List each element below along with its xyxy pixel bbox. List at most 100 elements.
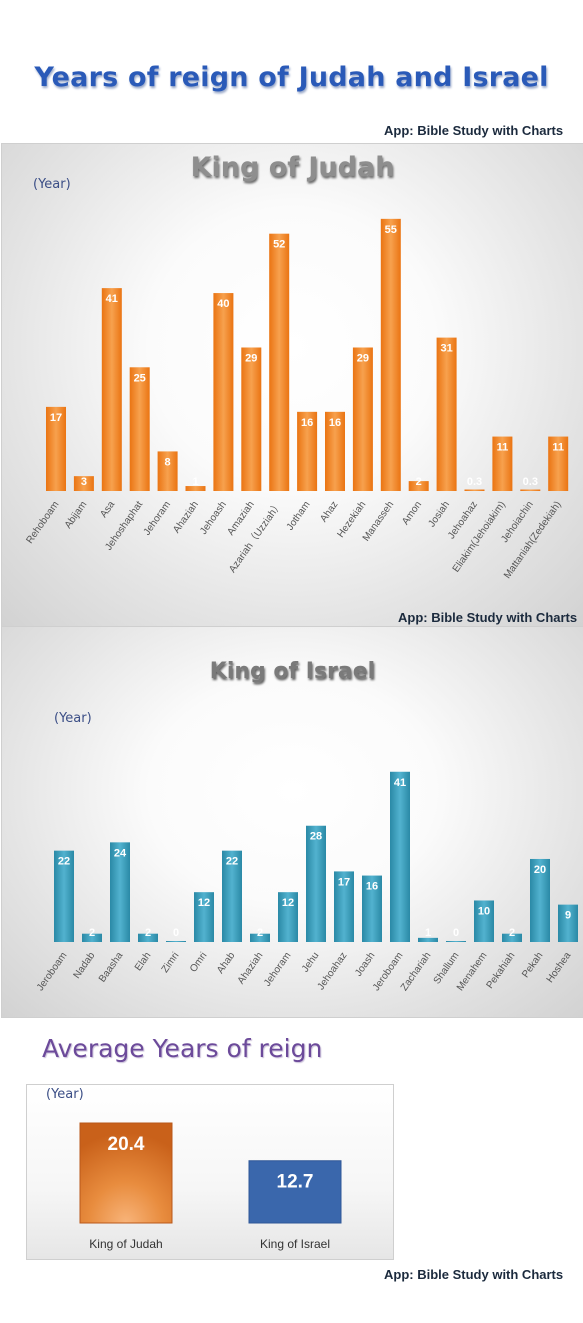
app-credit-top: App: Bible Study with Charts <box>384 123 564 138</box>
bar-11 <box>362 875 382 942</box>
category-tick-2: Baasha <box>97 950 126 984</box>
category-tick-0: Rehoboam <box>24 499 61 545</box>
bar-16 <box>492 436 513 491</box>
bar-3 <box>138 933 158 942</box>
data-label-12: 41 <box>394 777 406 789</box>
data-label-13: 1 <box>425 927 431 939</box>
data-label-1: 2 <box>89 927 95 939</box>
bar-17 <box>530 858 550 942</box>
category-tick-8: Jehoram <box>262 950 293 988</box>
data-label-11: 16 <box>366 881 378 893</box>
bar-13 <box>408 481 429 491</box>
data-label-13: 2 <box>416 476 422 488</box>
category-tick-5: Ahaziah <box>171 499 201 535</box>
data-label-17: 20 <box>534 864 546 876</box>
average-category-0: King of Judah <box>89 1237 162 1251</box>
bar-2 <box>101 288 122 491</box>
category-tick-7: Ahaziah <box>236 950 266 986</box>
average-data-label-1: 12.7 <box>277 1172 314 1193</box>
bar-18 <box>548 436 569 491</box>
bar-12 <box>390 771 410 942</box>
category-tick-18: Hoshea <box>545 950 574 985</box>
data-label-15: 0.3 <box>467 476 482 488</box>
app-credit-judah: App: Bible Study with Charts <box>398 610 578 625</box>
category-tick-9: Jotham <box>285 499 313 532</box>
category-tick-8: Azariah（Uzziah） <box>226 499 284 575</box>
data-label-10: 17 <box>338 876 350 888</box>
bar-0 <box>54 850 74 942</box>
data-label-14: 0 <box>453 927 459 939</box>
data-label-6: 40 <box>217 298 229 310</box>
category-tick-14: Josiah <box>426 499 452 529</box>
data-label-0: 22 <box>58 856 70 868</box>
category-tick-6: Ahab <box>215 950 238 976</box>
category-tick-17: Pekah <box>520 950 545 980</box>
category-tick-4: Zimri <box>160 950 182 975</box>
average-bar-0 <box>79 1122 173 1224</box>
app-credit-bottom: App: Bible Study with Charts <box>384 1267 564 1282</box>
bar-9 <box>306 825 326 942</box>
bar-6 <box>222 850 242 942</box>
judah-chart-title: King of Judah <box>190 152 395 183</box>
category-tick-5: Omri <box>188 950 209 974</box>
data-label-4: 8 <box>165 456 171 468</box>
bar-1 <box>73 476 94 491</box>
data-label-5: 12 <box>198 897 210 909</box>
israel-y-unit-label: (Year) <box>54 711 92 726</box>
bar-10 <box>325 411 345 491</box>
bar-14 <box>436 337 457 491</box>
category-tick-11: Joash <box>353 950 377 978</box>
average-category-1: King of Israel <box>260 1237 330 1251</box>
data-label-16: 2 <box>509 927 515 939</box>
category-tick-14: Shallum <box>432 950 462 986</box>
category-tick-2: Asa <box>98 499 117 520</box>
category-tick-9: Jehu <box>300 950 321 974</box>
data-label-3: 25 <box>134 372 146 384</box>
category-tick-13: Amon <box>400 499 424 527</box>
data-label-16: 11 <box>497 442 509 454</box>
category-tick-4: Jehoram <box>142 499 173 537</box>
data-label-4: 0 <box>173 927 179 939</box>
bar-16 <box>502 933 522 942</box>
bar-7 <box>250 933 270 942</box>
data-label-8: 12 <box>282 897 294 909</box>
bar-4 <box>166 941 186 942</box>
data-label-18: 11 <box>552 442 564 454</box>
bar-8 <box>269 233 290 492</box>
bar-15 <box>474 900 494 942</box>
bar-10 <box>334 871 354 942</box>
data-label-10: 16 <box>329 417 341 429</box>
bar-0 <box>46 406 66 491</box>
bar-6 <box>213 293 234 491</box>
data-label-2: 41 <box>106 293 118 305</box>
bar-2 <box>110 842 130 942</box>
data-label-17: 0.3 <box>523 476 538 488</box>
israel-bar-chart: 22Jeroboam2Nadab24Baasha2Elah0Zimri12Omr… <box>35 771 578 993</box>
israel-chart-title: King of Israel <box>209 659 376 684</box>
data-label-3: 2 <box>145 927 151 939</box>
average-bar-chart: 20.4 King of Judah 12.7 King of Israel <box>79 1122 342 1251</box>
category-tick-1: Abijam <box>63 499 90 530</box>
bar-9 <box>297 411 318 491</box>
bar-17 <box>520 489 541 491</box>
average-chart-panel: (Year) 20.4 King of Judah 12.7 King of Isra… <box>26 1084 394 1260</box>
data-label-0: 17 <box>50 412 62 424</box>
data-label-18: 9 <box>565 910 571 922</box>
category-tick-3: Elah <box>133 950 153 973</box>
data-label-15: 10 <box>478 905 490 917</box>
data-label-2: 24 <box>114 847 127 859</box>
bar-18 <box>558 904 578 942</box>
bar-5 <box>194 892 214 942</box>
bar-15 <box>464 489 485 491</box>
page-title: Years of reign of Judah and Israel <box>34 62 549 93</box>
judah-chart-panel: King of Judah (Year) 17 Rehoboam 3 Abijam 41… <box>1 143 583 628</box>
judah-bar-chart: 17Rehoboam3Abijam41Asa25Jehoshaphat8Jeho… <box>24 218 569 581</box>
judah-y-unit-label: (Year) <box>33 177 71 192</box>
data-label-7: 2 <box>257 927 263 939</box>
data-label-12: 55 <box>385 224 397 236</box>
data-label-1: 3 <box>81 476 87 488</box>
average-bar-1 <box>248 1160 342 1224</box>
category-tick-1: Nadab <box>72 950 98 981</box>
data-label-6: 22 <box>226 856 238 868</box>
data-label-7: 29 <box>245 353 257 365</box>
